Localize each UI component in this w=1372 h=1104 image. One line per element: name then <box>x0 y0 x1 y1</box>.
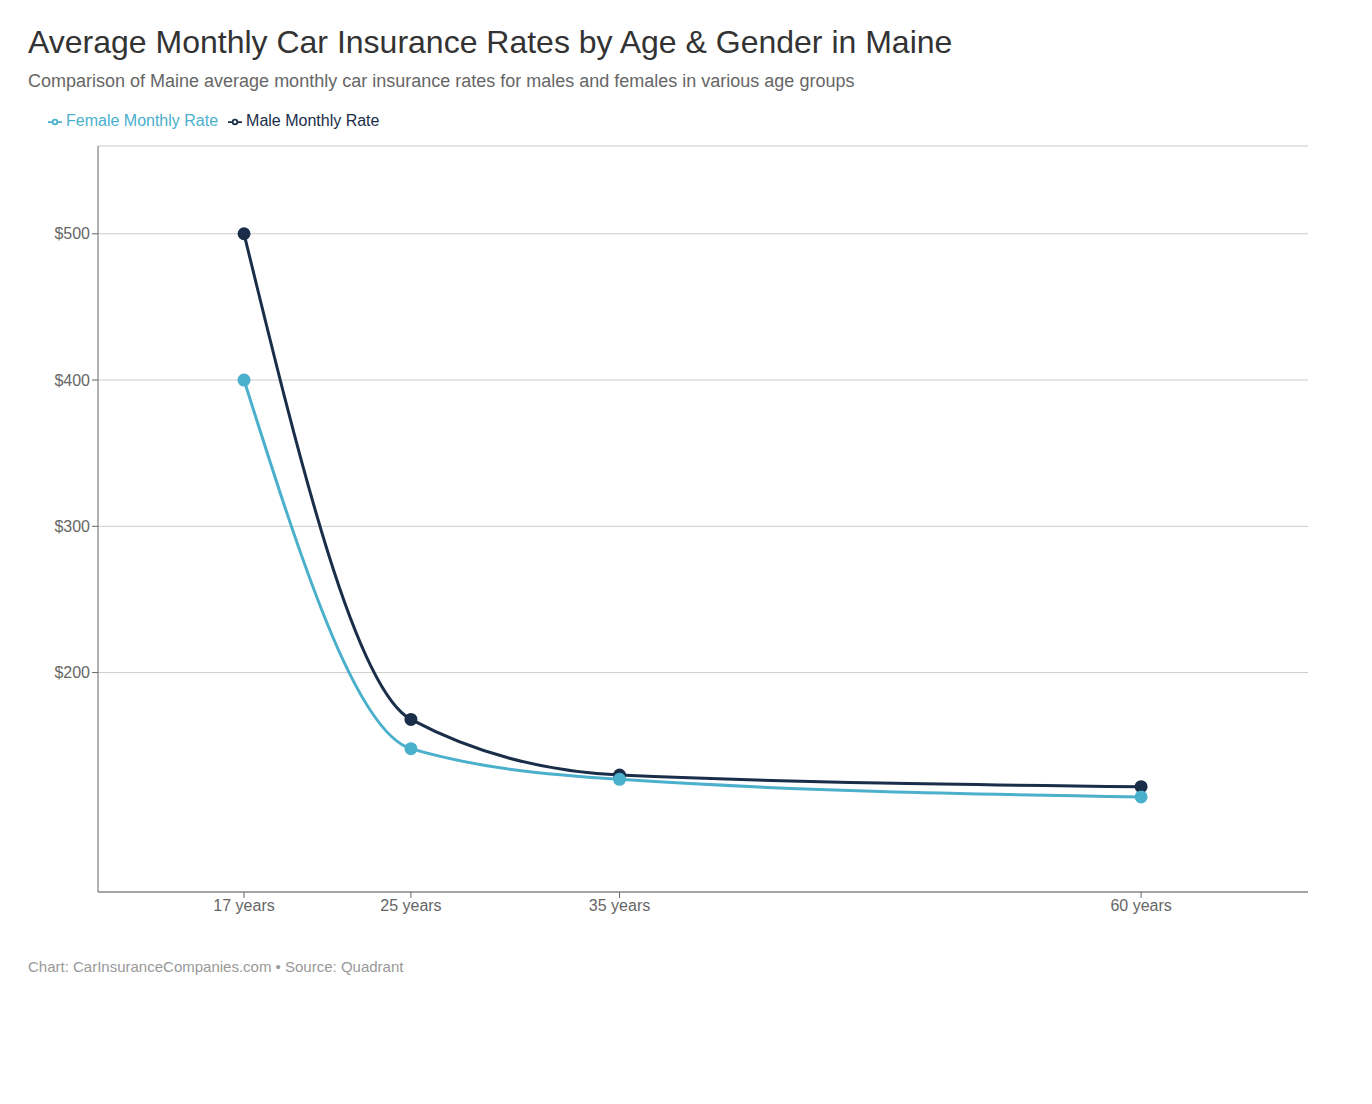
svg-text:$400: $400 <box>54 372 90 389</box>
html-text:Male Monthly Rate: Male Monthly Rate <box>246 112 380 129</box>
svg-text:25 years: 25 years <box>380 897 441 914</box>
html-text:Average Monthly Car Insurance: Average Monthly Car Insurance Rates by A… <box>28 24 953 60</box>
svg-text:35 years: 35 years <box>589 897 650 914</box>
svg-text:60 years: 60 years <box>1110 897 1171 914</box>
html-text:Female Monthly Rate: Female Monthly Rate <box>66 112 219 129</box>
svg-text:$200: $200 <box>54 664 90 681</box>
html-text:Comparison of Maine average mo: Comparison of Maine average monthly car … <box>28 71 855 91</box>
svg-text:17 years: 17 years <box>213 897 274 914</box>
svg-text:$300: $300 <box>54 518 90 535</box>
html-text:Chart: CarInsuranceCompanies.c: Chart: CarInsuranceCompanies.com • Sourc… <box>28 958 404 975</box>
svg-text:$500: $500 <box>54 225 90 242</box>
